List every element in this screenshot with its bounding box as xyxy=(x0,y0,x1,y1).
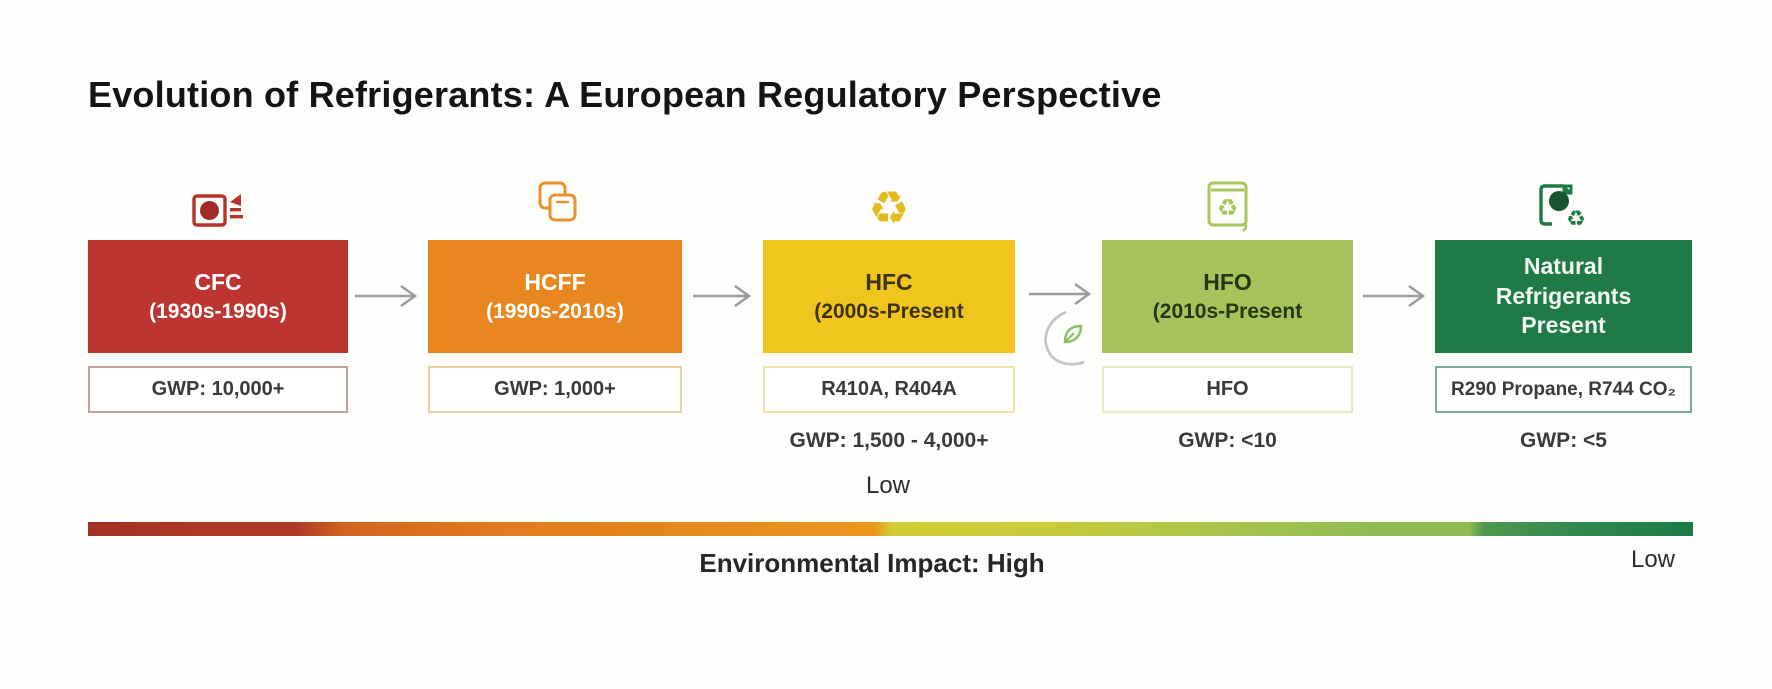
page-title: Evolution of Refrigerants: A European Re… xyxy=(88,74,1162,115)
impact-scale-low-label-right: Low xyxy=(1630,546,1676,573)
impact-axis-label: Environmental Impact: High xyxy=(699,548,1045,578)
stage-period: (1990s-2010s) xyxy=(486,299,624,323)
stage-name: HFO xyxy=(1203,268,1252,295)
documents-copy-icon xyxy=(529,170,581,240)
right-arrow-icon xyxy=(693,285,752,307)
stage-detail-box: R290 Propane, R744 CO₂ xyxy=(1435,366,1692,413)
stage-cfc: CFC (1930s-1990s) GWP: 10,000+ xyxy=(88,170,348,455)
recycling-box-icon: ♻ xyxy=(1202,170,1254,240)
stage-box: HFO (2010s-Present xyxy=(1102,240,1353,353)
svg-text:♻: ♻ xyxy=(1566,207,1586,232)
leaf-icon xyxy=(1063,324,1083,344)
stage-name: HCFF xyxy=(524,268,586,295)
stage-period: (2000s-Present xyxy=(814,299,964,323)
stage-detail-box: GWP: 1,000+ xyxy=(428,366,682,413)
stage-box: HFC (2000s-Present xyxy=(763,240,1015,353)
stage-gwp-note: GWP: 1,500 - 4,000+ xyxy=(789,429,989,452)
stage-detail-box: R410A, R404A xyxy=(763,366,1015,413)
stage-name: Natural Refrigerants Present xyxy=(1495,252,1632,339)
stage-detail-box: HFO xyxy=(1102,366,1353,413)
stage-natural-refrigerants: ♻ Natural Refrigerants Present R290 Prop… xyxy=(1435,170,1692,455)
stage-gwp-note: GWP: <10 xyxy=(1178,429,1277,452)
stage-name: CFC xyxy=(194,268,242,295)
right-arrow-icon xyxy=(1363,285,1426,307)
stage-period: (2010s-Present xyxy=(1152,299,1303,323)
stage-detail-box: GWP: 10,000+ xyxy=(88,366,348,413)
right-arrow-icon xyxy=(355,285,418,307)
stage-box: HCFF (1990s-2010s) xyxy=(428,240,682,353)
stage-hfc: ♻ HFC (2000s-Present R410A, R404A GWP: 1… xyxy=(763,170,1015,455)
stage-period: (1930s-1990s) xyxy=(149,299,287,323)
stage-hfo: ♻ HFO (2010s-Present HFO GWP: <10 xyxy=(1102,170,1353,455)
stage-box: CFC (1930s-1990s) xyxy=(88,240,348,353)
stage-gwp-note: GWP: <5 xyxy=(1520,429,1607,452)
stage-hcff: HCFF (1990s-2010s) GWP: 1,000+ xyxy=(428,170,682,455)
stage-name: HFC xyxy=(865,268,913,295)
svg-text:♻: ♻ xyxy=(868,181,909,234)
curved-transition-arrow-icon xyxy=(1044,310,1085,366)
right-arrow-icon xyxy=(1029,283,1092,305)
stage-box: Natural Refrigerants Present xyxy=(1435,240,1692,353)
droplet-recycle-icon: ♻ xyxy=(1536,170,1592,240)
svg-text:♻: ♻ xyxy=(1216,194,1238,222)
impact-gradient-bar xyxy=(88,522,1693,536)
aerosol-can-icon xyxy=(190,170,246,240)
recycle-icon: ♻ xyxy=(862,170,916,240)
impact-scale-low-label-top: Low xyxy=(865,472,911,499)
